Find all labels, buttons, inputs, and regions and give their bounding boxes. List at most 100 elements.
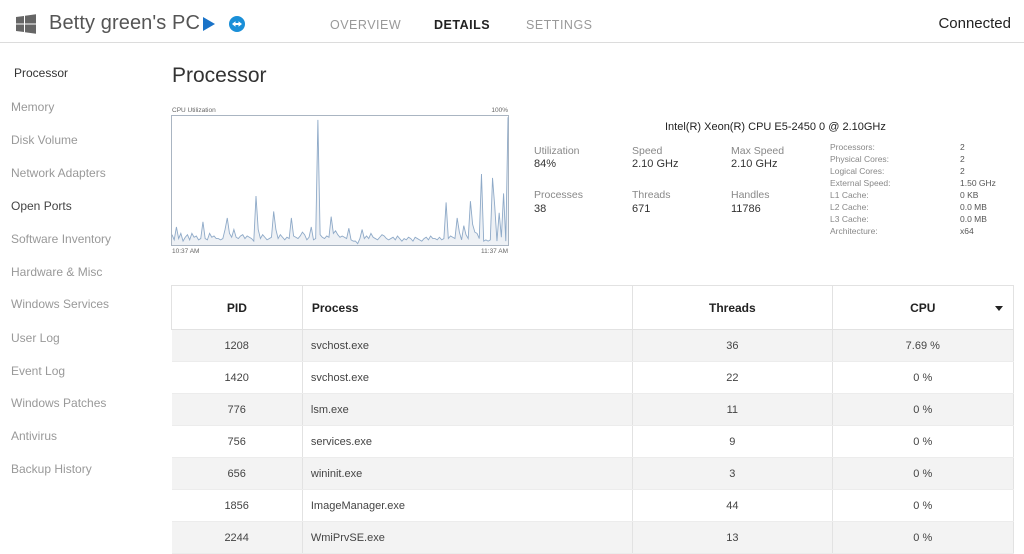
cell-pid: 1420 [171, 361, 303, 394]
cell-threads: 3 [632, 457, 833, 490]
sidebar-item-hardware-misc[interactable]: Hardware & Misc [11, 265, 103, 279]
stat-value-utilization: 84% [534, 158, 557, 170]
sidebar-item-disk-volume[interactable]: Disk Volume [11, 133, 78, 147]
tab-settings[interactable]: SETTINGS [526, 18, 593, 32]
cell-process: svchost.exe [302, 329, 634, 362]
cell-threads: 9 [632, 425, 833, 458]
cell-process: ImageManager.exe [302, 489, 634, 522]
chart-title: CPU Utilization [172, 107, 216, 114]
cell-threads: 36 [632, 329, 833, 362]
spec-label-architecture: Architecture: [830, 226, 878, 236]
cell-cpu: 0 % [832, 521, 1015, 554]
spec-label-external-speed: External Speed: [830, 178, 891, 188]
column-header-cpu[interactable]: CPU [831, 285, 1015, 330]
cell-pid: 1856 [171, 489, 303, 522]
table-row[interactable]: 1856 ImageManager.exe 44 0 % [171, 489, 1015, 522]
sort-desc-icon[interactable] [995, 306, 1003, 311]
remote-control-icon[interactable] [229, 16, 245, 32]
cell-cpu: 7.69 % [832, 329, 1015, 362]
cell-pid: 756 [171, 425, 303, 458]
spec-value-processors: 2 [960, 142, 965, 152]
table-row[interactable]: 2244 WmiPrvSE.exe 13 0 % [171, 521, 1015, 554]
stat-value-threads: 671 [632, 203, 651, 215]
pc-name: Betty green's PC [49, 12, 201, 34]
cell-threads: 11 [632, 393, 833, 426]
cell-process: wininit.exe [302, 457, 634, 490]
cell-threads: 13 [632, 521, 833, 554]
spec-value-l1-cache: 0 KB [960, 190, 979, 200]
spec-value-physical-cores: 2 [960, 154, 965, 164]
stat-label-handles: Handles [731, 189, 770, 201]
column-header-process[interactable]: Process [301, 285, 634, 330]
sidebar-item-processor[interactable]: Processor [14, 66, 69, 80]
spec-label-physical-cores: Physical Cores: [830, 154, 890, 164]
cell-pid: 776 [171, 393, 303, 426]
cell-process: services.exe [302, 425, 634, 458]
spec-value-l3-cache: 0.0 MB [960, 214, 987, 224]
stat-value-max-speed: 2.10 GHz [731, 158, 778, 170]
stat-label-threads: Threads [632, 189, 671, 201]
spec-label-logical-cores: Logical Cores: [830, 166, 885, 176]
sidebar-item-user-log[interactable]: User Log [11, 331, 60, 345]
cpu-model-name: Intel(R) Xeon(R) CPU E5-2450 0 @ 2.10GHz [665, 121, 886, 133]
stat-label-max-speed: Max Speed [731, 145, 785, 157]
sidebar-item-antivirus[interactable]: Antivirus [11, 429, 58, 443]
spec-value-logical-cores: 2 [960, 166, 965, 176]
chart-series [171, 117, 509, 245]
cell-cpu: 0 % [832, 425, 1015, 458]
stat-label-processes: Processes [534, 189, 584, 201]
cell-pid: 2244 [171, 521, 303, 554]
cell-process: svchost.exe [302, 361, 634, 394]
spec-value-architecture: x64 [960, 226, 974, 236]
table-row[interactable]: 1208 svchost.exe 36 7.69 % [171, 329, 1015, 362]
tab-details[interactable]: DETAILS [434, 18, 491, 32]
page-title: Processor [172, 64, 267, 87]
column-header-cpu-label: CPU [910, 300, 936, 315]
chart-x-end-label: 11:37 AM [481, 248, 508, 255]
spec-label-l3-cache: L3 Cache: [830, 214, 869, 224]
process-table: PID Process Threads CPU 1208 svchost.exe… [171, 285, 1015, 554]
tab-overview[interactable]: OVERVIEW [330, 18, 402, 32]
stat-value-handles: 11786 [731, 203, 761, 215]
sidebar-item-backup-history[interactable]: Backup History [11, 462, 92, 476]
sidebar-item-windows-patches[interactable]: Windows Patches [11, 396, 107, 410]
column-header-threads[interactable]: Threads [632, 285, 833, 330]
top-bar: Betty green's PC OVERVIEW DETAILS SETTIN… [0, 0, 1024, 43]
cell-process: lsm.exe [302, 393, 634, 426]
cell-pid: 656 [171, 457, 303, 490]
stat-value-speed: 2.10 GHz [632, 158, 679, 170]
spec-label-processors: Processors: [830, 142, 875, 152]
stat-value-processes: 38 [534, 203, 547, 215]
spec-label-l1-cache: L1 Cache: [830, 190, 869, 200]
connection-status: Connected [938, 15, 1011, 32]
table-row[interactable]: 1420 svchost.exe 22 0 % [171, 361, 1015, 394]
cell-threads: 44 [632, 489, 833, 522]
column-header-pid[interactable]: PID [171, 285, 303, 330]
spec-value-l2-cache: 0.0 MB [960, 202, 987, 212]
chart-series-line [171, 117, 509, 245]
table-row[interactable]: 756 services.exe 9 0 % [171, 425, 1015, 458]
cell-cpu: 0 % [832, 489, 1015, 522]
table-row[interactable]: 776 lsm.exe 11 0 % [171, 393, 1015, 426]
table-header-row: PID Process Threads CPU [171, 285, 1015, 330]
sidebar-item-event-log[interactable]: Event Log [11, 364, 66, 378]
chart-area-fill [172, 117, 508, 245]
spec-value-external-speed: 1.50 GHz [960, 178, 996, 188]
sidebar-item-network-adapters[interactable]: Network Adapters [11, 166, 106, 180]
sidebar-item-open-ports[interactable]: Open Ports [11, 199, 72, 213]
cell-cpu: 0 % [832, 393, 1015, 426]
cell-pid: 1208 [171, 329, 303, 362]
table-row[interactable]: 656 wininit.exe 3 0 % [171, 457, 1015, 490]
play-icon[interactable] [202, 17, 216, 31]
cell-threads: 22 [632, 361, 833, 394]
cell-process: WmiPrvSE.exe [302, 521, 634, 554]
cell-cpu: 0 % [832, 361, 1015, 394]
sidebar-item-software-inventory[interactable]: Software Inventory [11, 232, 112, 246]
spec-label-l2-cache: L2 Cache: [830, 202, 869, 212]
stat-label-utilization: Utilization [534, 145, 580, 157]
sidebar-item-windows-services[interactable]: Windows Services [11, 297, 110, 311]
stat-label-speed: Speed [632, 145, 663, 157]
cell-cpu: 0 % [832, 457, 1015, 490]
cpu-utilization-chart: CPU Utilization 100% 10:37 AM 11:37 AM [171, 107, 509, 255]
sidebar-item-memory[interactable]: Memory [11, 100, 55, 114]
